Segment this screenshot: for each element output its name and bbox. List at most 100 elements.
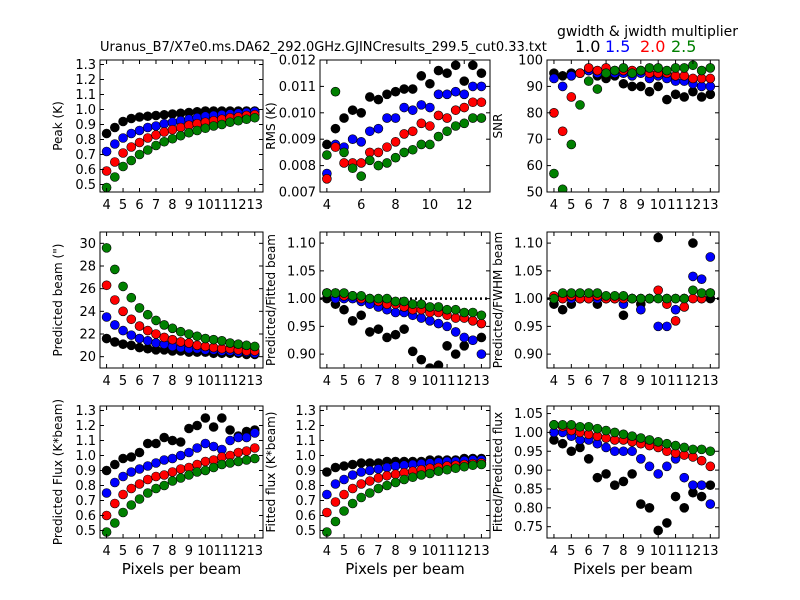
- data-point: [373, 324, 384, 334]
- data-point: [653, 469, 663, 479]
- y-axis-label: RMS (K): [264, 102, 278, 149]
- data-point: [373, 94, 384, 105]
- data-point: [382, 113, 392, 123]
- data-point: [356, 458, 367, 468]
- series-4: [322, 86, 487, 181]
- data-point: [373, 147, 384, 158]
- data-point: [390, 113, 401, 123]
- plot-area: [322, 288, 487, 368]
- data-point: [241, 455, 252, 465]
- x-tick-label: 11: [214, 544, 231, 559]
- data-point: [330, 497, 341, 507]
- x-tick-label: 7: [152, 374, 160, 389]
- data-point: [644, 86, 655, 97]
- data-point: [110, 295, 120, 305]
- data-point: [662, 461, 672, 472]
- x-tick-label: 5: [567, 544, 575, 559]
- data-point: [151, 110, 161, 121]
- data-point: [442, 340, 452, 351]
- data-point: [627, 293, 637, 304]
- data-point: [468, 335, 478, 346]
- data-point: [450, 121, 461, 131]
- data-point: [442, 126, 452, 137]
- data-point: [618, 63, 629, 73]
- data-point: [118, 471, 128, 482]
- x-tick-label: 6: [357, 198, 365, 213]
- data-point: [159, 480, 170, 491]
- data-point: [339, 506, 349, 516]
- plot-area: [322, 60, 487, 184]
- x-tick-label: 12: [685, 544, 702, 559]
- y-tick-label: 0.008: [279, 159, 316, 174]
- data-point: [167, 133, 178, 144]
- x-tick-label: 5: [567, 198, 575, 213]
- data-point: [468, 316, 478, 326]
- x-tick-label: 13: [246, 544, 263, 559]
- data-point: [459, 332, 470, 343]
- data-point: [330, 516, 341, 527]
- data-point: [225, 435, 235, 446]
- data-point: [618, 429, 629, 440]
- data-point: [459, 340, 470, 351]
- axes-frame: [319, 59, 491, 193]
- data-point: [688, 73, 698, 84]
- data-point: [217, 119, 227, 130]
- data-point: [670, 491, 681, 502]
- data-point: [609, 291, 620, 301]
- y-tick-label: 0.7: [75, 494, 96, 509]
- subplot-grid: 4 5 6 7 8 9 10 11 12 130.50.60.70.80.91.01.11.21.…: [51, 54, 720, 578]
- x-tick-label: 9: [637, 374, 645, 389]
- x-tick-label: 8: [391, 198, 399, 213]
- data-point: [390, 152, 401, 163]
- axes-frame: [319, 405, 491, 539]
- x-tick-label: 8: [391, 544, 399, 559]
- data-point: [653, 81, 663, 92]
- data-point: [184, 447, 194, 458]
- y-tick-label: 1.1: [75, 434, 96, 449]
- data-point: [566, 71, 577, 81]
- data-point: [644, 63, 655, 73]
- data-point: [373, 464, 384, 474]
- data-point: [101, 333, 112, 344]
- data-point: [653, 285, 663, 296]
- data-point: [118, 148, 128, 158]
- data-point: [118, 306, 128, 317]
- data-point: [618, 310, 629, 321]
- data-point: [636, 453, 646, 464]
- data-point: [450, 86, 461, 97]
- data-point: [110, 264, 120, 275]
- data-point: [468, 97, 478, 108]
- data-point: [679, 472, 690, 483]
- data-point: [167, 435, 178, 446]
- data-point: [142, 145, 153, 155]
- data-point: [330, 142, 341, 152]
- data-point: [696, 444, 707, 455]
- data-point: [601, 442, 611, 453]
- data-point: [688, 480, 698, 491]
- data-point: [110, 518, 120, 528]
- y-tick-label: 0.75: [514, 520, 543, 535]
- x-tick-label: 9: [185, 544, 193, 559]
- data-point: [390, 296, 401, 307]
- y-tick-label: 0.95: [514, 320, 543, 335]
- data-point: [399, 474, 409, 485]
- x-tick-label: 6: [135, 374, 143, 389]
- data-point: [382, 480, 392, 491]
- data-point: [442, 113, 452, 123]
- data-point: [110, 157, 120, 167]
- data-point: [241, 432, 252, 443]
- data-point: [339, 288, 349, 298]
- data-point: [322, 174, 332, 184]
- data-point: [249, 112, 260, 123]
- data-point: [416, 354, 427, 365]
- x-tick-label: 4: [323, 198, 331, 213]
- y-tick-label: 1.05: [514, 407, 543, 422]
- series-2: [322, 81, 487, 179]
- data-point: [217, 413, 227, 423]
- data-point: [110, 459, 120, 470]
- data-point: [627, 81, 637, 92]
- y-tick-label: 1.1: [75, 88, 96, 103]
- x-tick-label: 9: [185, 198, 193, 213]
- y-tick-label: 0.007: [279, 186, 316, 201]
- data-point: [382, 158, 392, 168]
